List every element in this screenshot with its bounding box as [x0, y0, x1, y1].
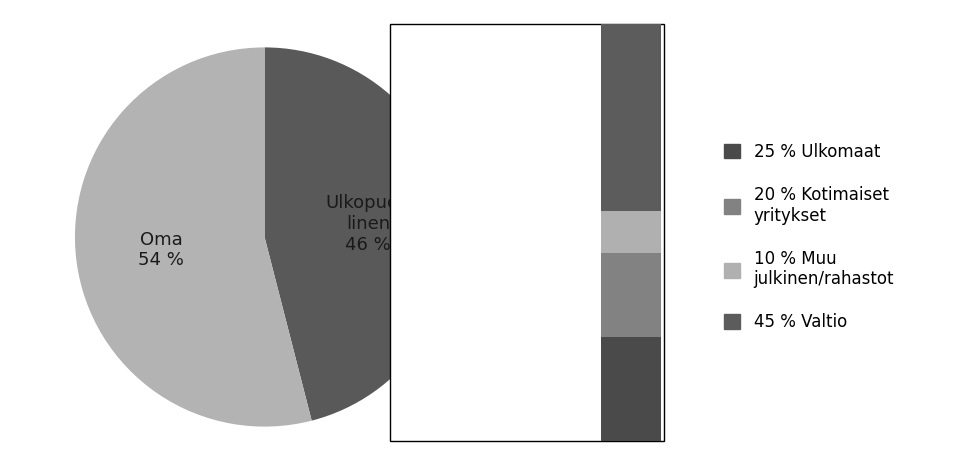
Text: Ulkopuol-
linen
46 %: Ulkopuol- linen 46 % [326, 194, 410, 254]
Bar [601, 337, 660, 441]
Legend: 25 % Ulkomaat, 20 % Kotimaiset
yritykset, 10 % Muu
julkinen/rahastot, 45 % Valti: 25 % Ulkomaat, 20 % Kotimaiset yritykset… [723, 143, 893, 331]
Text: Oma
54 %: Oma 54 % [138, 231, 184, 270]
Wedge shape [264, 47, 454, 420]
Bar [601, 24, 660, 211]
Bar [601, 211, 660, 253]
Bar [601, 253, 660, 337]
Wedge shape [75, 47, 311, 427]
